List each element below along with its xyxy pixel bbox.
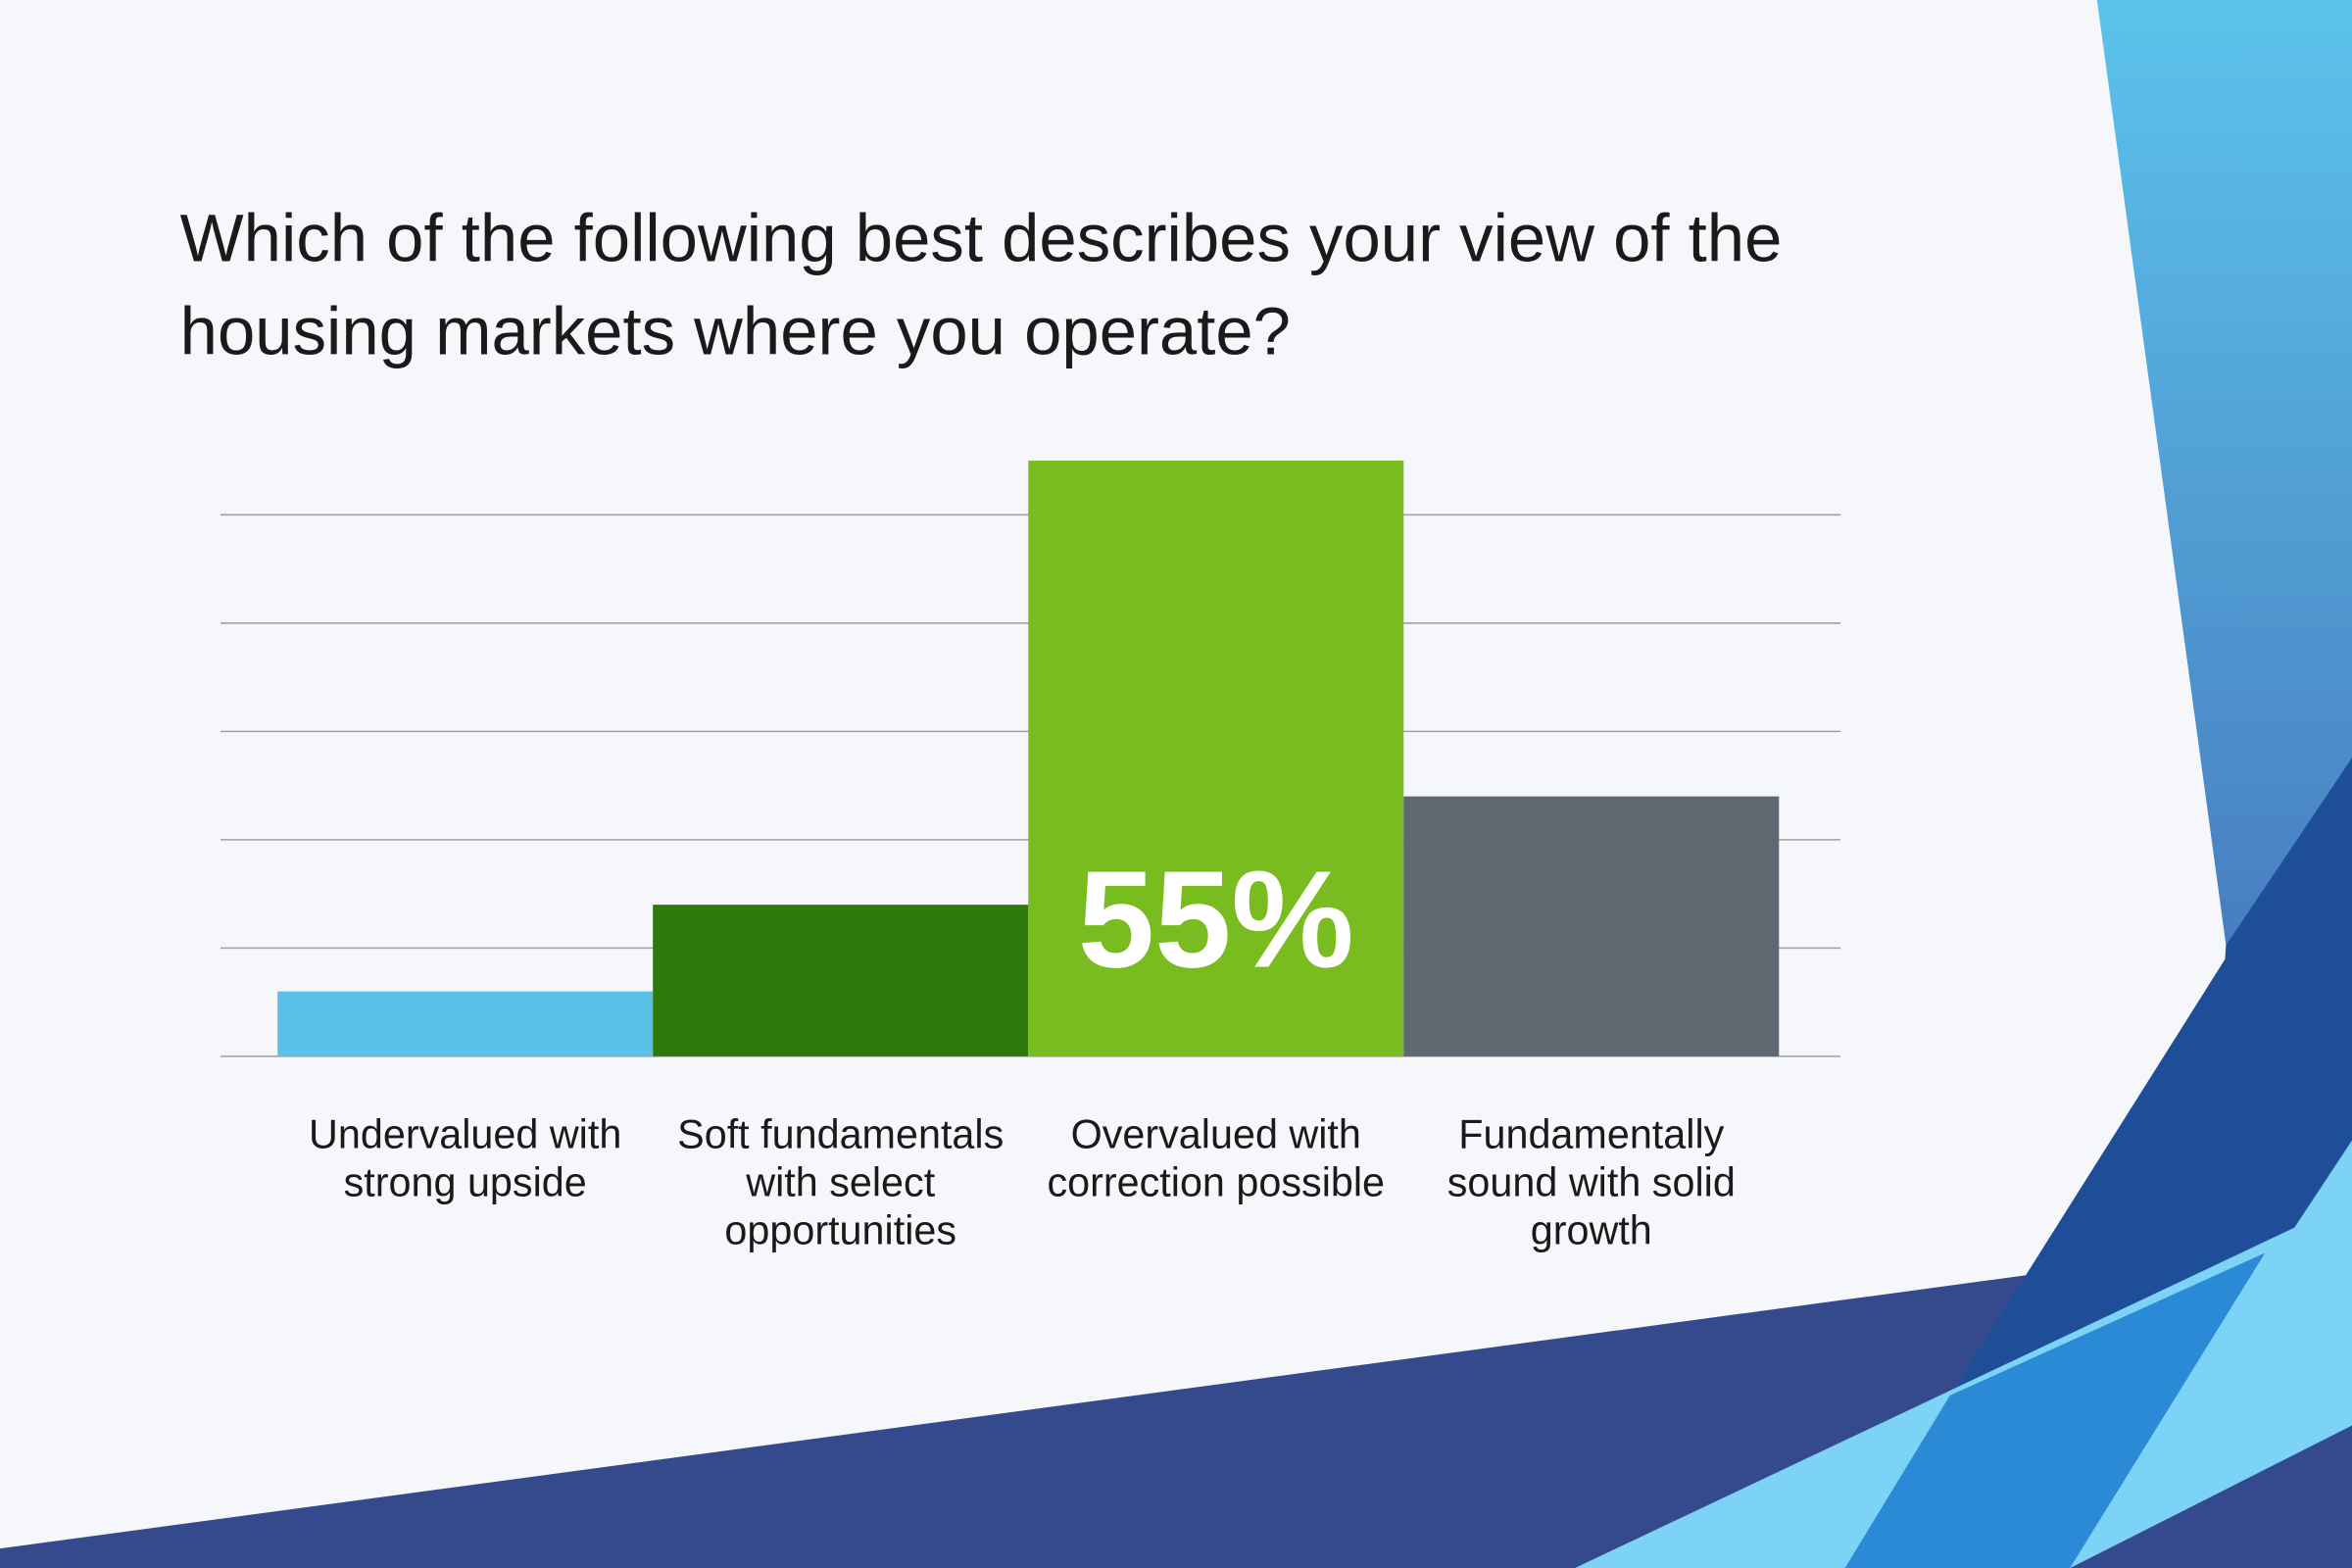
title-box: Which of the following best describes yo… (179, 199, 1783, 369)
plot: Undervalued with strong upside Soft funda… (220, 461, 1841, 1253)
bar (277, 991, 654, 1056)
bottom-band (0, 1117, 2352, 1568)
x-tick-label: Overvalued with correction possible (1047, 1111, 1386, 1205)
x-tick-label: Undervalued with strong upside (309, 1111, 622, 1205)
bar (1403, 796, 1780, 1056)
mid-blue-band (1844, 1252, 2266, 1568)
x-tick-label: Fundamentally sound with solid growth (1446, 1111, 1736, 1253)
x-label-box: Soft fundamentals with select opportunit… (677, 1111, 1004, 1253)
chart-title: Which of the following best describes yo… (179, 199, 1783, 369)
x-label-box: Undervalued with strong upside (309, 1111, 622, 1205)
blue-wedge (1844, 758, 2352, 1568)
x-label-box: Overvalued with correction possible (1047, 1111, 1386, 1205)
x-label-box: Fundamentally sound with solid growth (1446, 1111, 1736, 1253)
cyan-wedge (2070, 1140, 2352, 1568)
bar (1028, 461, 1404, 1056)
value-label: 55% (1078, 842, 1354, 996)
bar (653, 905, 1029, 1056)
x-tick-label: Soft fundamentals with select opportunit… (677, 1111, 1004, 1253)
